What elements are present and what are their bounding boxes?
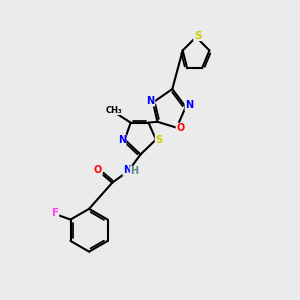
- Text: S: S: [194, 31, 201, 40]
- Text: N: N: [146, 96, 155, 106]
- Text: N: N: [123, 165, 131, 175]
- Text: H: H: [130, 167, 139, 176]
- Text: O: O: [94, 165, 102, 175]
- Text: N: N: [118, 135, 126, 145]
- Text: O: O: [176, 123, 184, 133]
- Text: S: S: [155, 135, 163, 145]
- Text: CH₃: CH₃: [106, 106, 123, 115]
- Text: N: N: [185, 100, 193, 110]
- Text: F: F: [52, 208, 58, 218]
